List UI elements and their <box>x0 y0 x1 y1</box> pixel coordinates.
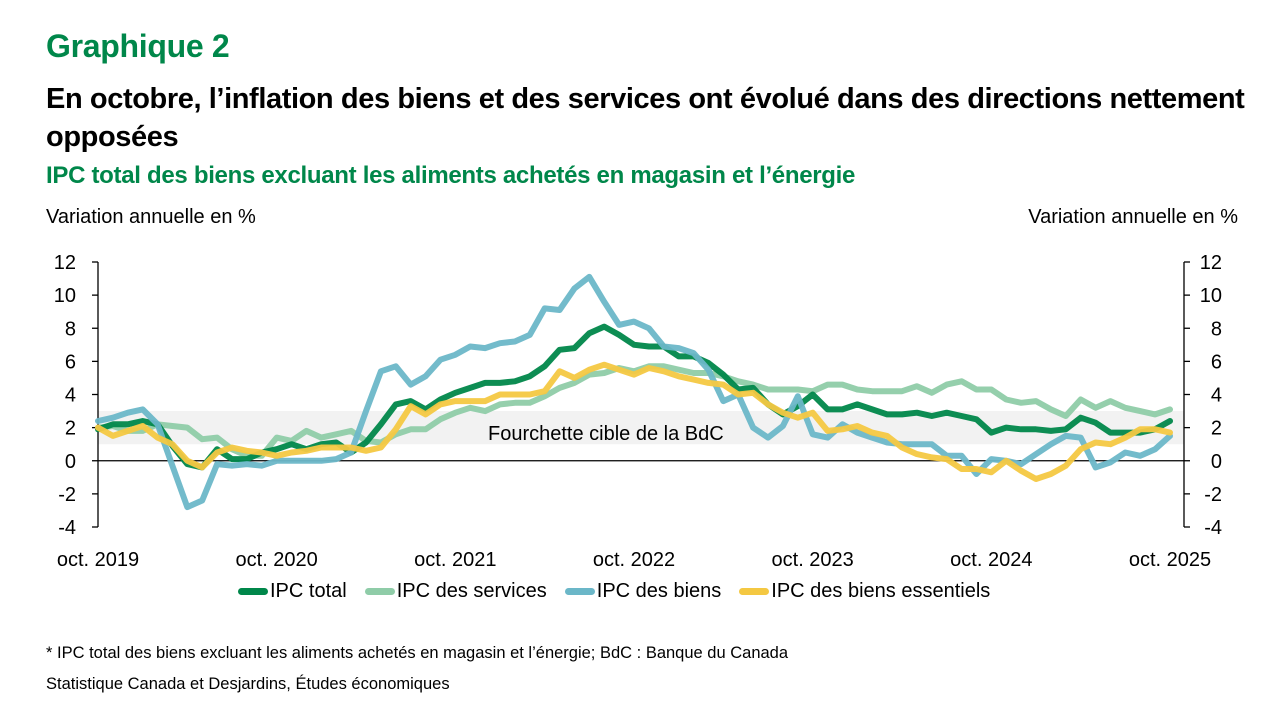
y-tick-label-right: -2 <box>1204 484 1222 506</box>
x-tick-label: oct. 2020 <box>236 549 318 571</box>
y-tick-label-left: 10 <box>54 285 76 307</box>
legend: IPC total IPC des services IPC des biens IP… <box>238 580 1008 603</box>
y-tick-label-left: 12 <box>54 252 76 274</box>
y-tick-label-left: 4 <box>65 385 76 407</box>
y-tick-label-right: -4 <box>1204 517 1222 539</box>
x-tick-label: oct. 2021 <box>414 549 496 571</box>
y-tick-label-left: -4 <box>58 517 76 539</box>
y-tick-label-right: 10 <box>1200 285 1222 307</box>
legend-item: IPC total <box>238 580 347 603</box>
legend-swatch <box>564 588 595 595</box>
x-tick-label: oct. 2019 <box>57 549 139 571</box>
y-axis-label-left: Variation annuelle en % <box>46 206 256 228</box>
series-line-ipc-des-biens-essentiels <box>95 361 1173 482</box>
target-band-label: Fourchette cible de la BdC <box>488 423 724 445</box>
series-line-ipc-des-services <box>95 363 1173 459</box>
footnote: * IPC total des biens excluant les alime… <box>46 644 789 662</box>
chart-title: En octobre, l’inflation des biens et des… <box>46 83 1245 153</box>
y-axis-label-right: Variation annuelle en % <box>1028 206 1238 228</box>
y-tick-label-left: 0 <box>65 451 76 473</box>
legend-swatch <box>739 588 770 595</box>
y-tick-label-right: 6 <box>1211 351 1222 373</box>
y-tick-label-right: 4 <box>1211 385 1222 407</box>
x-tick-label: oct. 2024 <box>950 549 1032 571</box>
y-tick-label-left: 8 <box>65 318 76 340</box>
series-line-ipc-des-biens <box>95 273 1173 511</box>
x-tick-label: oct. 2023 <box>772 549 854 571</box>
y-tick-label-right: 2 <box>1211 418 1222 440</box>
y-tick-label-left: -2 <box>58 484 76 506</box>
y-tick-label-left: 6 <box>65 351 76 373</box>
legend-item: IPC des services <box>364 580 547 603</box>
legend-item: IPC des biens <box>564 580 722 603</box>
y-tick-label-right: 12 <box>1200 252 1222 274</box>
y-tick-label-left: 2 <box>65 418 76 440</box>
x-tick-label: oct. 2025 <box>1129 549 1211 571</box>
legend-label: IPC des services <box>396 580 547 602</box>
y-tick-label-right: 0 <box>1211 451 1222 473</box>
chart-number: Graphique 2 <box>46 28 230 64</box>
x-tick-label: oct. 2022 <box>593 549 675 571</box>
chart-subtitle: IPC total des biens excluant les aliment… <box>46 162 856 189</box>
legend-label: IPC des biens essentiels <box>771 580 991 602</box>
source-note: Statistique Canada et Desjardins, Études… <box>46 675 450 693</box>
line-chart: -4 -4 -2 -2 0 0 2 2 4 4 6 6 8 8 10 10 12 12 oct. 2019 oct. … <box>54 252 1222 571</box>
legend-swatch <box>364 588 395 595</box>
series-line-ipc-total <box>95 323 1173 471</box>
legend-label: IPC total <box>270 580 347 602</box>
legend-label: IPC des biens <box>596 580 722 602</box>
y-tick-label-right: 8 <box>1211 318 1222 340</box>
legend-swatch <box>238 588 268 595</box>
legend-item: IPC des biens essentiels <box>739 580 990 603</box>
